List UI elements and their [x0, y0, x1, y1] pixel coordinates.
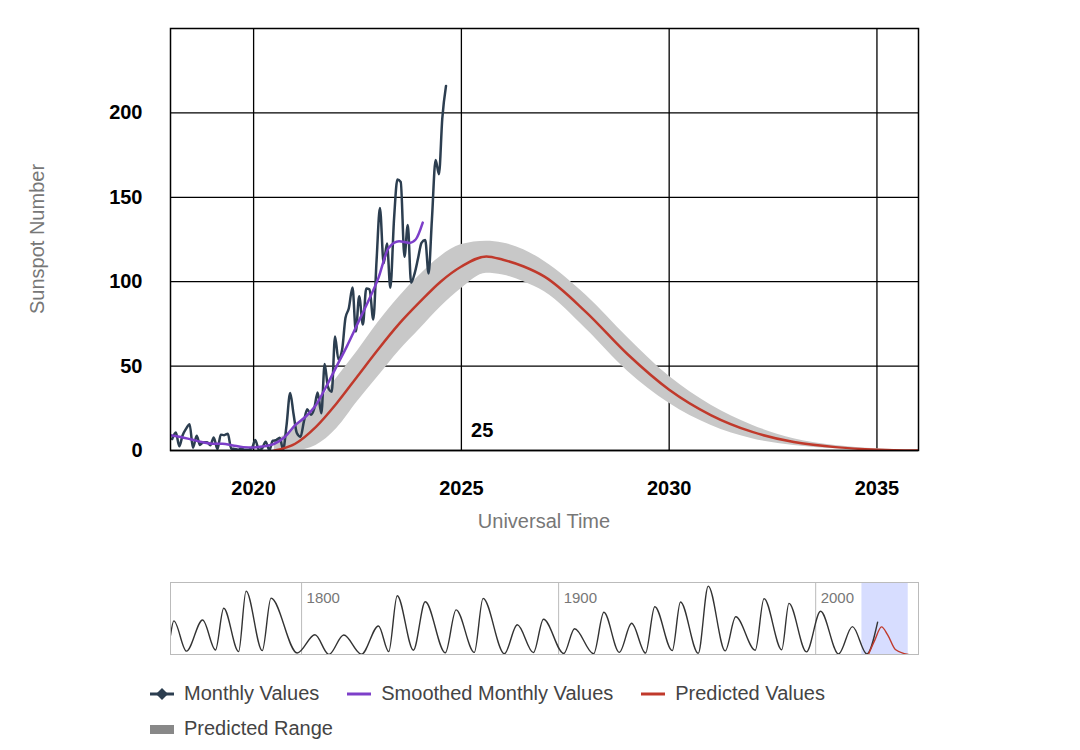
- html-text:Predicted Range: Predicted Range: [184, 717, 333, 739]
- svg-text:2035: 2035: [855, 477, 900, 499]
- html-text:Monthly Values: Monthly Values: [184, 682, 320, 704]
- svg-text:2000: 2000: [821, 589, 854, 606]
- svg-text:2030: 2030: [647, 477, 692, 499]
- svg-text:50: 50: [120, 355, 142, 377]
- svg-text:25: 25: [471, 419, 493, 441]
- svg-text:200: 200: [109, 101, 142, 123]
- svg-text:1800: 1800: [307, 589, 340, 606]
- svg-text:2025: 2025: [439, 477, 484, 499]
- svg-text:100: 100: [109, 270, 142, 292]
- html-text:Universal Time: Universal Time: [477, 510, 611, 532]
- svg-text:2020: 2020: [231, 477, 276, 499]
- html-text:Sunspot Number: Sunspot Number: [25, 164, 48, 314]
- svg-text:1900: 1900: [564, 589, 597, 606]
- svg-text:150: 150: [109, 186, 142, 208]
- svg-text:0: 0: [131, 439, 142, 461]
- html-text:Predicted Values: Predicted Values: [675, 682, 825, 704]
- html-text:Smoothed Monthly Values: Smoothed Monthly Values: [381, 682, 614, 704]
